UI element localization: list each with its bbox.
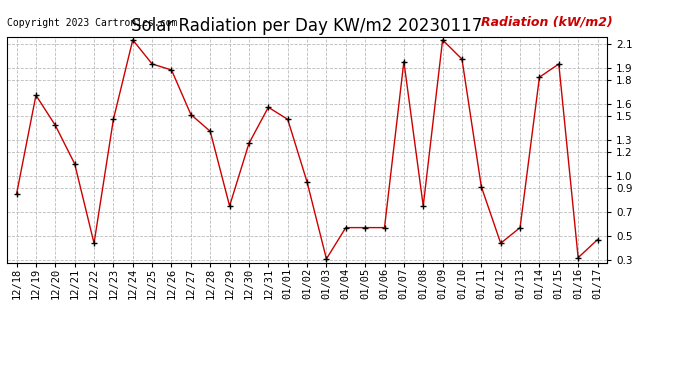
Text: Radiation (kW/m2): Radiation (kW/m2): [482, 15, 613, 28]
Text: Copyright 2023 Cartronics.com: Copyright 2023 Cartronics.com: [7, 18, 177, 28]
Title: Solar Radiation per Day KW/m2 20230117: Solar Radiation per Day KW/m2 20230117: [131, 16, 483, 34]
